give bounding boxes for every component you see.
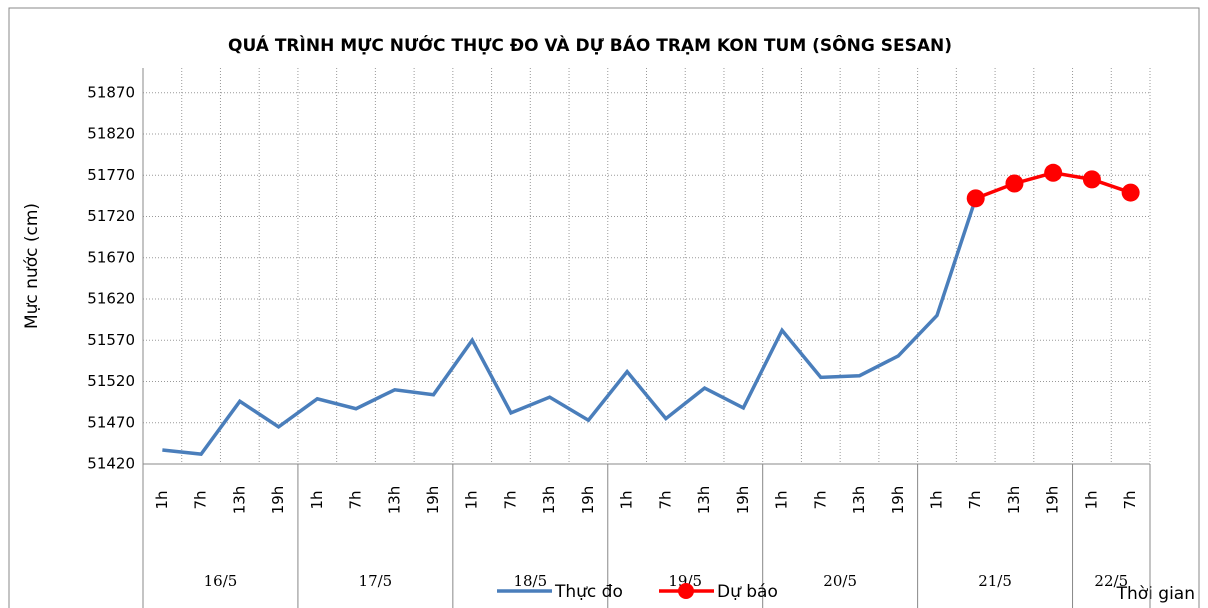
point — [1044, 163, 1063, 182]
y-tick-label: 51820 — [87, 125, 135, 143]
x-tick-label: 19h — [579, 486, 597, 515]
x-tick-label: 7h — [811, 490, 829, 509]
x-tick-label: 1h — [308, 490, 326, 509]
x-tick-label: 1h — [153, 490, 171, 509]
y-tick-label: 51670 — [87, 248, 135, 266]
chart-title: QUÁ TRÌNH MỰC NƯỚC THỰC ĐO VÀ DỰ BÁO TRẠ… — [228, 34, 952, 56]
x-tick-label: 13h — [850, 486, 868, 515]
y-axis-label: Mực nước (cm) — [22, 203, 42, 329]
group-label: 17/5 — [359, 572, 393, 590]
x-tick-label: 13h — [230, 486, 248, 515]
group-label: 18/5 — [513, 572, 547, 590]
x-tick-label: 13h — [695, 486, 713, 515]
group-label: 19/5 — [668, 572, 702, 590]
x-axis-label: Thời gian — [1116, 584, 1195, 604]
x-tick-label: 1h — [927, 490, 945, 509]
group-label: 16/5 — [204, 572, 238, 590]
y-tick-label: 51470 — [87, 413, 135, 431]
x-tick-label: 19h — [424, 486, 442, 515]
y-tick-label: 51520 — [87, 372, 135, 390]
x-tick-label: 1h — [773, 490, 791, 509]
x-tick-label: 19h — [889, 486, 907, 515]
x-tick-label: 7h — [192, 490, 210, 509]
point — [1121, 183, 1140, 202]
group-label: 21/5 — [978, 572, 1012, 590]
group-label: 20/5 — [823, 572, 857, 590]
group-label: 22/5 — [1094, 572, 1128, 590]
x-tick-label: 7h — [656, 490, 674, 509]
point — [966, 189, 985, 208]
y-tick-label: 51570 — [87, 331, 135, 349]
x-tick-label: 7h — [966, 490, 984, 509]
chart-frame — [8, 7, 1200, 608]
point — [1005, 174, 1024, 193]
legend-label: Dự báo — [717, 582, 778, 602]
x-tick-label: 1h — [1082, 490, 1100, 509]
legend-label: Thực đo — [554, 582, 623, 602]
legend-marker — [678, 583, 694, 599]
series-line — [162, 197, 978, 456]
x-tick-label: 7h — [347, 490, 365, 509]
x-tick-label: 1h — [463, 490, 481, 509]
x-tick-label: 13h — [540, 486, 558, 515]
x-tick-label: 7h — [501, 490, 519, 509]
y-tick-label: 51870 — [87, 83, 135, 101]
point — [1082, 170, 1101, 189]
x-tick-label: 13h — [1005, 486, 1023, 515]
y-tick-label: 51620 — [87, 290, 135, 308]
x-tick-label: 19h — [734, 486, 752, 515]
x-tick-label: 1h — [618, 490, 636, 509]
x-tick-label: 19h — [269, 486, 287, 515]
x-tick-label: 19h — [1044, 486, 1062, 515]
x-tick-label: 13h — [385, 486, 403, 515]
x-tick-label: 7h — [1121, 490, 1139, 509]
y-tick-label: 51420 — [87, 455, 135, 473]
y-tick-label: 51770 — [87, 166, 135, 184]
y-tick-label: 51720 — [87, 207, 135, 225]
